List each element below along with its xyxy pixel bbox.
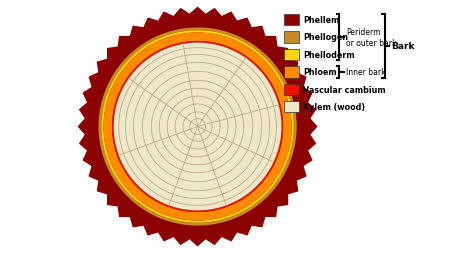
Text: Phelloderm: Phelloderm <box>303 51 355 60</box>
Text: Inner bark: Inner bark <box>346 68 386 77</box>
Polygon shape <box>114 43 282 211</box>
Text: Xylem (wood): Xylem (wood) <box>303 103 365 112</box>
Polygon shape <box>104 33 292 221</box>
Text: Phloem: Phloem <box>303 68 337 77</box>
Text: Vascular cambium: Vascular cambium <box>303 86 386 94</box>
FancyBboxPatch shape <box>284 84 299 96</box>
Polygon shape <box>85 15 310 239</box>
Text: Phellogen: Phellogen <box>303 33 348 42</box>
Text: Phellem: Phellem <box>303 16 340 25</box>
Polygon shape <box>112 42 283 212</box>
FancyBboxPatch shape <box>284 50 299 61</box>
Text: Periderm
or outer bark: Periderm or outer bark <box>346 28 397 47</box>
Text: Bark: Bark <box>391 42 415 51</box>
FancyBboxPatch shape <box>284 102 299 113</box>
FancyBboxPatch shape <box>284 67 299 78</box>
Polygon shape <box>101 31 294 223</box>
Polygon shape <box>99 28 297 226</box>
FancyBboxPatch shape <box>284 32 299 43</box>
FancyBboxPatch shape <box>284 15 299 26</box>
Polygon shape <box>78 8 318 246</box>
